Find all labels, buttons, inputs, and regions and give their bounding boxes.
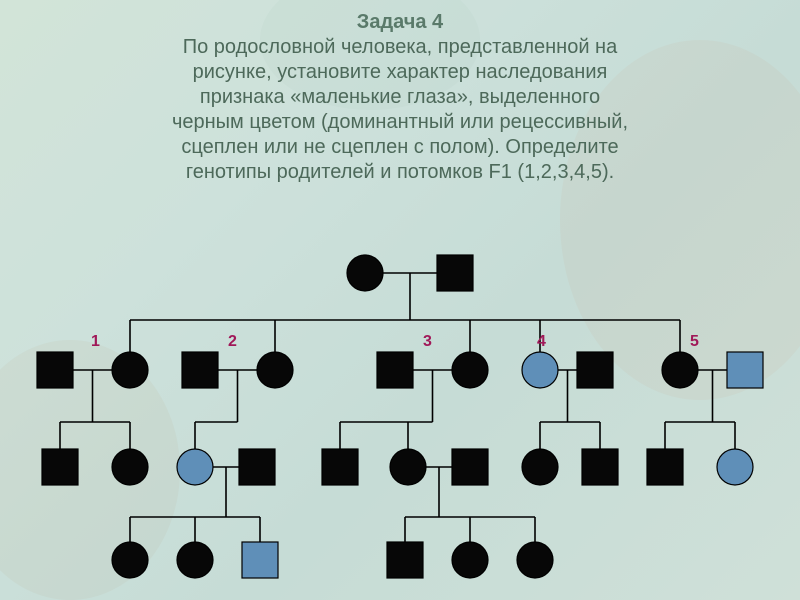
title-heading: Задача 4 [0,10,800,35]
pedigree-male-affected [322,449,358,485]
pedigree-female-affected [452,352,488,388]
pedigree-female-unaffected [522,352,558,388]
pedigree-female-affected [177,542,213,578]
title-line-5: сцеплен или не сцеплен с полом). Определ… [0,135,800,160]
pedigree-male-affected [577,352,613,388]
pedigree-male-affected [37,352,73,388]
offspring-label: 2 [228,333,237,350]
pedigree-male-unaffected [242,542,278,578]
pedigree-female-affected [517,542,553,578]
pedigree-female-affected [112,542,148,578]
pedigree-male-affected [647,449,683,485]
pedigree-male-unaffected [727,352,763,388]
pedigree-male-affected [582,449,618,485]
title-block: Задача 4 По родословной человека, предст… [0,10,800,185]
offspring-label: 4 [537,333,546,350]
pedigree-female-affected [257,352,293,388]
title-line-2: рисунке, установите характер наследовани… [0,60,800,85]
pedigree-female-unaffected [177,449,213,485]
offspring-label: 5 [690,333,699,350]
pedigree-female-affected [522,449,558,485]
pedigree-male-affected [182,352,218,388]
pedigree-female-affected [662,352,698,388]
offspring-label: 3 [423,333,432,350]
pedigree-chart: 1 2 3 4 5 [0,245,800,600]
offspring-label: 1 [91,333,100,350]
slide-background: Задача 4 По родословной человека, предст… [0,0,800,600]
pedigree-male-affected [42,449,78,485]
pedigree-male-affected [387,542,423,578]
title-line-3: признака «маленькие глаза», выделенного [0,85,800,110]
pedigree-female-affected [452,542,488,578]
pedigree-female-affected [112,449,148,485]
pedigree-female-affected [390,449,426,485]
pedigree-male-affected [437,255,473,291]
pedigree-female-unaffected [717,449,753,485]
title-line-4: черным цветом (доминантный или рецессивн… [0,110,800,135]
pedigree-male-affected [377,352,413,388]
pedigree-female-affected [112,352,148,388]
pedigree-male-affected [452,449,488,485]
pedigree-female-affected [347,255,383,291]
title-line-6: генотипы родителей и потомков F1 (1,2,3,… [0,160,800,185]
pedigree-male-affected [239,449,275,485]
title-line-1: По родословной человека, представленной … [0,35,800,60]
